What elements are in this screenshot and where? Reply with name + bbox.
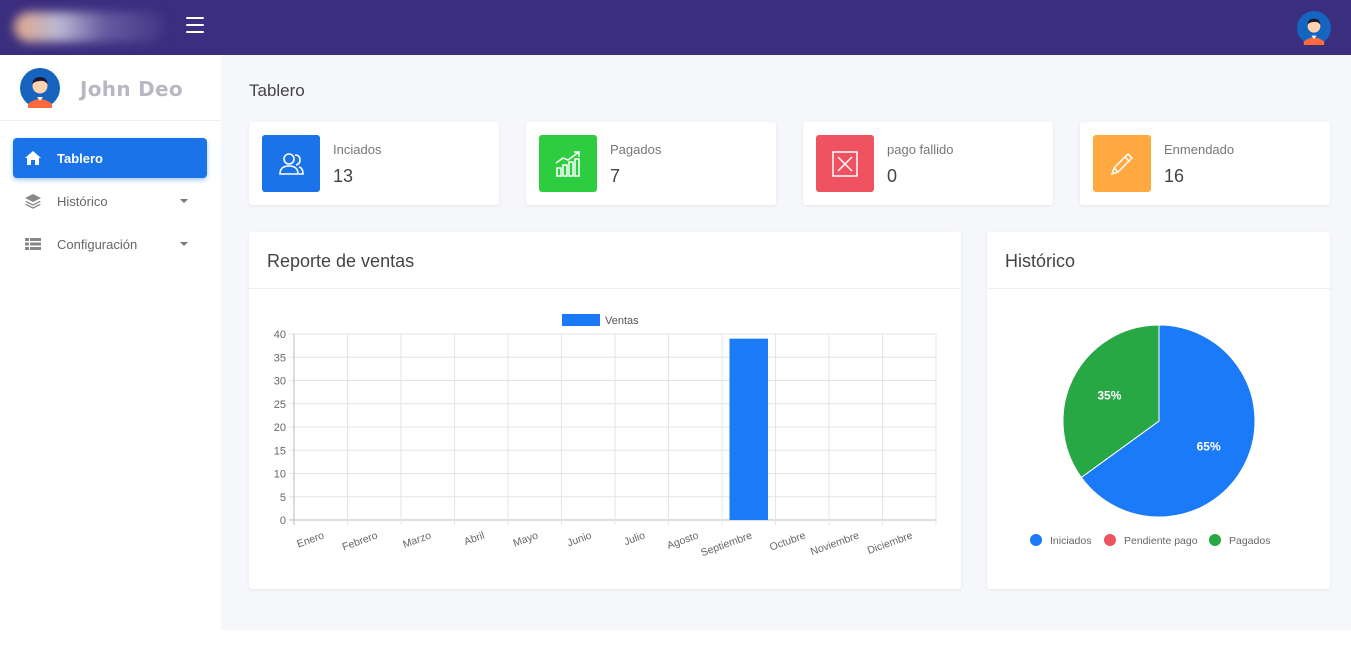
y-tick-label: 25 [274,399,286,411]
sidebar: John Deo Tablero Histórico Configuración [0,55,221,630]
stat-value: 13 [333,166,354,186]
hamburger-icon[interactable] [186,17,204,33]
x-tick-label: Noviembre [809,529,861,558]
top-navbar [0,0,1351,55]
layers-icon [25,194,41,209]
legend-swatch [562,314,600,326]
stat-label: Inciados [333,142,382,157]
x-tick-label: Abril [462,530,486,548]
x-tick-label: Diciembre [866,529,915,556]
main-content: Tablero Inciados 13 Pagados 7 [221,55,1351,630]
y-tick-label: 10 [274,469,286,481]
y-tick-label: 40 [274,329,286,341]
chevron-down-icon [180,242,188,246]
stat-value: 0 [887,166,898,186]
bar-septiembre [729,338,769,520]
pie-slice-iniciados [1080,324,1256,518]
y-tick-label: 15 [274,445,286,457]
y-tick-label: 0 [280,515,286,527]
user-avatar-icon[interactable] [1297,11,1331,45]
pie-data-label: 35% [1097,389,1121,403]
sales-report-panel: Reporte de ventas Ventas 0 5 10 15 20 25 30 35 40… [249,232,961,589]
legend-dot [1104,534,1116,546]
sidebar-item-label: Tablero [57,151,103,166]
legend-label: Iniciados [1050,535,1091,547]
stat-card-pagados: Pagados 7 [526,122,776,205]
sidebar-item-historico[interactable]: Histórico [13,181,207,221]
pencil-icon [1093,135,1151,192]
stat-label: pago fallido [887,142,954,157]
pie-slice-pagados [1062,324,1160,479]
close-box-icon [816,135,874,192]
x-tick-label: Marzo [401,529,433,550]
y-tick-label: 20 [274,422,286,434]
stat-card-pago-fallido: pago fallido 0 [803,122,1053,205]
x-tick-label: Julio [622,529,647,548]
panel-title: Histórico [1005,251,1076,271]
pie-data-label: 65% [1197,439,1221,453]
divider [249,288,961,289]
user-profile: John Deo [0,55,221,121]
x-tick-label: Febrero [341,529,380,553]
chevron-down-icon [180,199,188,203]
legend-dot [1209,534,1221,546]
list-icon [25,238,41,250]
y-tick-label: 5 [280,492,286,504]
x-tick-label: Septiembre [699,529,754,559]
brand-logo[interactable] [14,12,164,42]
sidebar-item-tablero[interactable]: Tablero [13,138,207,178]
legend-label: Pagados [1229,535,1270,547]
legend-label: Ventas [605,315,639,327]
x-tick-label: Mayo [512,529,540,549]
stat-label: Enmendado [1164,142,1235,157]
y-tick-label: 35 [274,352,286,364]
stat-value: 16 [1164,166,1185,186]
page-title: Tablero [249,81,305,100]
x-tick-label: Agosto [665,529,700,552]
sidebar-item-configuracion[interactable]: Configuración [13,224,207,264]
divider [987,288,1330,289]
sidebar-item-label: Histórico [57,194,108,209]
y-tick-label: 30 [274,376,286,388]
home-icon [25,151,41,165]
stat-card-enmendado: Enmendado 16 [1080,122,1330,205]
legend-label: Pendiente pago [1124,535,1198,547]
panel-title: Reporte de ventas [267,251,415,271]
history-pie-chart: 65% 35% Iniciados Pendiente pago Pagados [1030,324,1270,547]
x-tick-label: Octubre [768,529,807,553]
x-tick-label: Enero [295,529,326,550]
avatar-icon[interactable] [20,68,60,108]
sales-bar-chart: Ventas 0 5 10 15 20 25 30 35 40 Enero Febrero Marzo A… [274,314,937,559]
user-name: John Deo [80,77,183,101]
history-panel: Histórico 65% 35% Iniciados Pendiente pago P… [987,232,1330,589]
stat-card-iniciados: Inciados 13 [249,122,499,205]
legend-dot [1030,534,1042,546]
users-icon [262,135,320,192]
x-tick-label: Junio [566,529,594,549]
stat-label: Pagados [610,142,662,157]
stat-value: 7 [610,166,621,186]
chart-growth-icon [539,135,597,192]
sidebar-item-label: Configuración [57,237,138,252]
footer-strip [0,630,1351,648]
